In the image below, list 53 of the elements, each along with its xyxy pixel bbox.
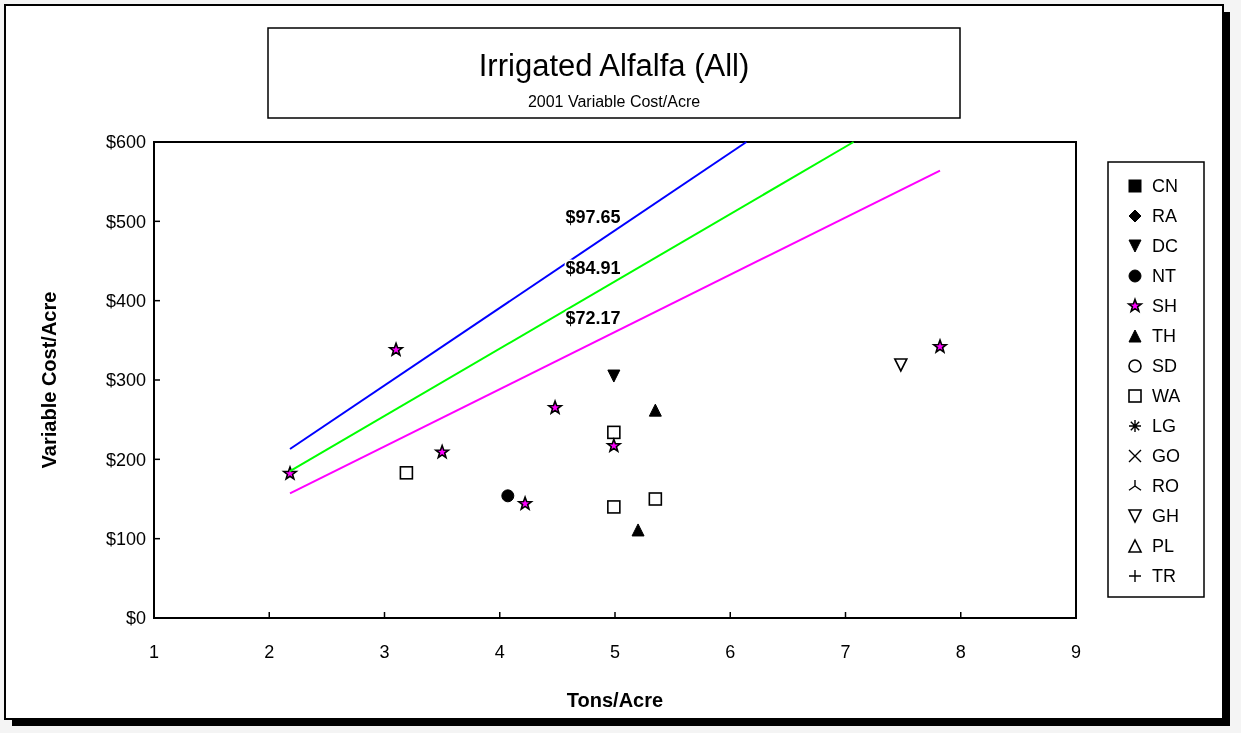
x-tick-label: 2 — [264, 642, 275, 662]
point — [501, 489, 515, 503]
point — [607, 500, 621, 514]
legend-label: PL — [1152, 536, 1175, 557]
x-tick-label: 1 — [148, 642, 160, 662]
x-tick-label: 9 — [1070, 642, 1082, 662]
point — [631, 523, 645, 537]
x-tick-label: 7 — [840, 642, 851, 662]
series-label: $97.65 — [565, 206, 621, 227]
legend-label: SD — [1152, 356, 1178, 377]
x-tick-label: 4 — [494, 642, 505, 662]
point — [932, 339, 948, 353]
legend-label: RO — [1152, 476, 1179, 497]
y-tick-label: $300 — [105, 370, 146, 391]
legend-label: DC — [1152, 236, 1178, 257]
point — [648, 492, 663, 506]
chart-subtitle: 2001 Variable Cost/Acre — [527, 93, 701, 110]
point — [894, 358, 908, 372]
legend-label: WA — [1152, 386, 1181, 407]
legend-label: LG — [1152, 416, 1177, 437]
point — [399, 466, 414, 480]
x-tick-label: 6 — [725, 642, 736, 662]
point — [606, 438, 621, 452]
legend-label: RA — [1152, 206, 1178, 227]
x-axis-title: Tons/Acre — [566, 689, 664, 711]
x-tick-label: 5 — [609, 642, 621, 662]
point — [607, 425, 621, 440]
chart-title: Irrigated Alfalfa (All) — [478, 48, 750, 83]
point — [388, 342, 404, 356]
series-label: $72.17 — [565, 308, 621, 329]
y-tick-label: $600 — [105, 132, 146, 153]
point — [282, 466, 298, 480]
x-tick-label: 8 — [955, 642, 966, 662]
legend-label: CN — [1152, 176, 1178, 197]
y-tick-label: $0 — [125, 608, 146, 629]
y-tick-label: $200 — [105, 449, 146, 470]
legend-label: TR — [1152, 566, 1176, 587]
y-axis-title: Variable Cost/Acre — [38, 291, 60, 469]
point — [435, 444, 450, 459]
point — [648, 403, 662, 417]
x-tick-label: 3 — [379, 642, 390, 662]
point — [518, 496, 533, 510]
legend-label: SH — [1152, 296, 1178, 317]
legend-label: GH — [1152, 506, 1179, 527]
y-tick-label: $400 — [105, 290, 146, 311]
y-tick-label: $500 — [105, 211, 146, 232]
series-label: $84.91 — [565, 257, 621, 278]
point — [607, 369, 621, 383]
legend-label: TH — [1152, 326, 1176, 347]
legend-label: NT — [1152, 266, 1176, 287]
legend-label: GO — [1152, 446, 1181, 467]
y-tick-label: $100 — [105, 528, 146, 549]
point — [547, 400, 563, 414]
